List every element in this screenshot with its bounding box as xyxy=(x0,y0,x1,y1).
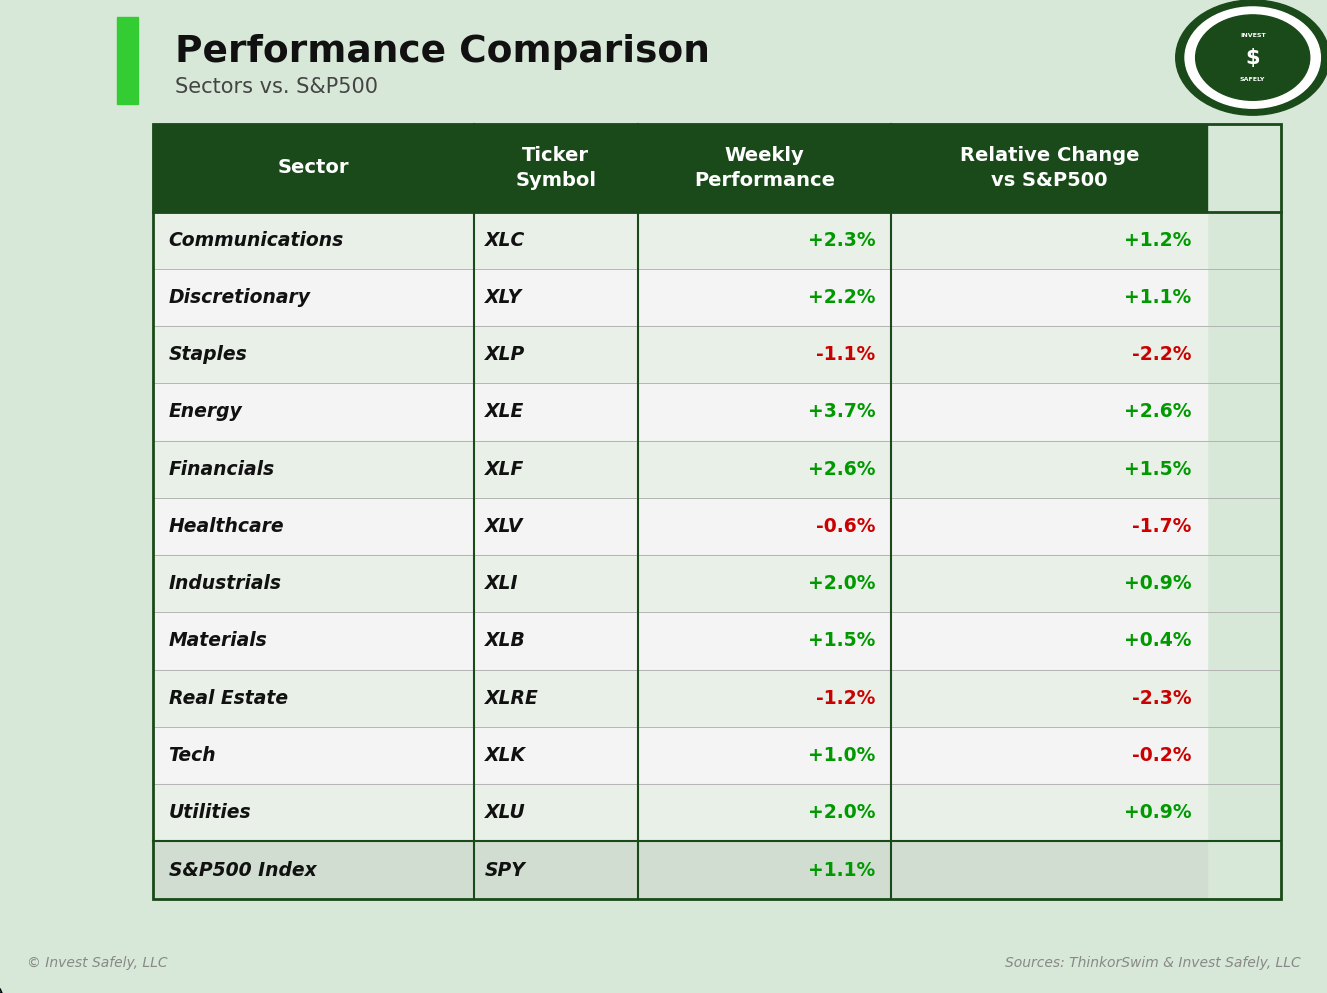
Text: SAFELY: SAFELY xyxy=(1239,76,1266,82)
Text: +3.7%: +3.7% xyxy=(808,402,876,421)
Text: Tech: Tech xyxy=(169,746,216,765)
Text: Real Estate: Real Estate xyxy=(169,689,288,708)
Text: XLB: XLB xyxy=(484,632,525,650)
Text: Sector: Sector xyxy=(277,158,349,178)
Text: Healthcare: Healthcare xyxy=(169,517,284,536)
Text: XLF: XLF xyxy=(484,460,524,479)
Text: Materials: Materials xyxy=(169,632,267,650)
Text: INVEST: INVEST xyxy=(1239,33,1266,39)
Text: +1.5%: +1.5% xyxy=(1124,460,1192,479)
Text: -2.2%: -2.2% xyxy=(1132,346,1192,364)
Text: +1.2%: +1.2% xyxy=(1124,230,1192,249)
Text: Energy: Energy xyxy=(169,402,243,421)
Text: Relative Change
vs S&P500: Relative Change vs S&P500 xyxy=(959,146,1139,190)
Text: +0.9%: +0.9% xyxy=(1124,574,1192,593)
Text: XLI: XLI xyxy=(484,574,518,593)
Text: XLV: XLV xyxy=(484,517,523,536)
Text: -2.3%: -2.3% xyxy=(1132,689,1192,708)
Text: Ticker
Symbol: Ticker Symbol xyxy=(515,146,596,190)
Text: +1.5%: +1.5% xyxy=(808,632,876,650)
Text: +2.0%: +2.0% xyxy=(808,803,876,822)
Text: Communications: Communications xyxy=(169,230,344,249)
Text: +2.6%: +2.6% xyxy=(1124,402,1192,421)
Text: SPY: SPY xyxy=(484,861,525,880)
Text: -1.1%: -1.1% xyxy=(816,346,876,364)
Text: $: $ xyxy=(1246,48,1259,68)
Text: +1.1%: +1.1% xyxy=(1124,288,1192,307)
Text: +2.0%: +2.0% xyxy=(808,574,876,593)
Text: -0.2%: -0.2% xyxy=(1132,746,1192,765)
Text: Utilities: Utilities xyxy=(169,803,251,822)
Text: +2.3%: +2.3% xyxy=(808,230,876,249)
Text: XLK: XLK xyxy=(484,746,525,765)
Text: Financials: Financials xyxy=(169,460,275,479)
Text: +1.0%: +1.0% xyxy=(808,746,876,765)
Text: Industrials: Industrials xyxy=(169,574,281,593)
Text: © Invest Safely, LLC: © Invest Safely, LLC xyxy=(27,956,167,970)
Text: -1.7%: -1.7% xyxy=(1132,517,1192,536)
Text: +0.9%: +0.9% xyxy=(1124,803,1192,822)
Text: XLC: XLC xyxy=(484,230,525,249)
Text: -1.2%: -1.2% xyxy=(816,689,876,708)
Text: -0.6%: -0.6% xyxy=(816,517,876,536)
Text: S&P500 Index: S&P500 Index xyxy=(169,861,316,880)
Text: +1.1%: +1.1% xyxy=(808,861,876,880)
Text: Sectors vs. S&P500: Sectors vs. S&P500 xyxy=(175,77,378,97)
Text: +2.6%: +2.6% xyxy=(808,460,876,479)
Text: XLP: XLP xyxy=(484,346,525,364)
Text: Performance Comparison: Performance Comparison xyxy=(175,34,710,70)
Text: +0.4%: +0.4% xyxy=(1124,632,1192,650)
Text: +2.2%: +2.2% xyxy=(808,288,876,307)
Text: XLE: XLE xyxy=(484,402,524,421)
Text: Discretionary: Discretionary xyxy=(169,288,311,307)
Text: XLRE: XLRE xyxy=(484,689,539,708)
Text: Sources: ThinkorSwim & Invest Safely, LLC: Sources: ThinkorSwim & Invest Safely, LL… xyxy=(1005,956,1300,970)
Text: XLU: XLU xyxy=(484,803,525,822)
Text: Weekly
Performance: Weekly Performance xyxy=(694,146,835,190)
Text: XLY: XLY xyxy=(484,288,522,307)
Text: Staples: Staples xyxy=(169,346,247,364)
